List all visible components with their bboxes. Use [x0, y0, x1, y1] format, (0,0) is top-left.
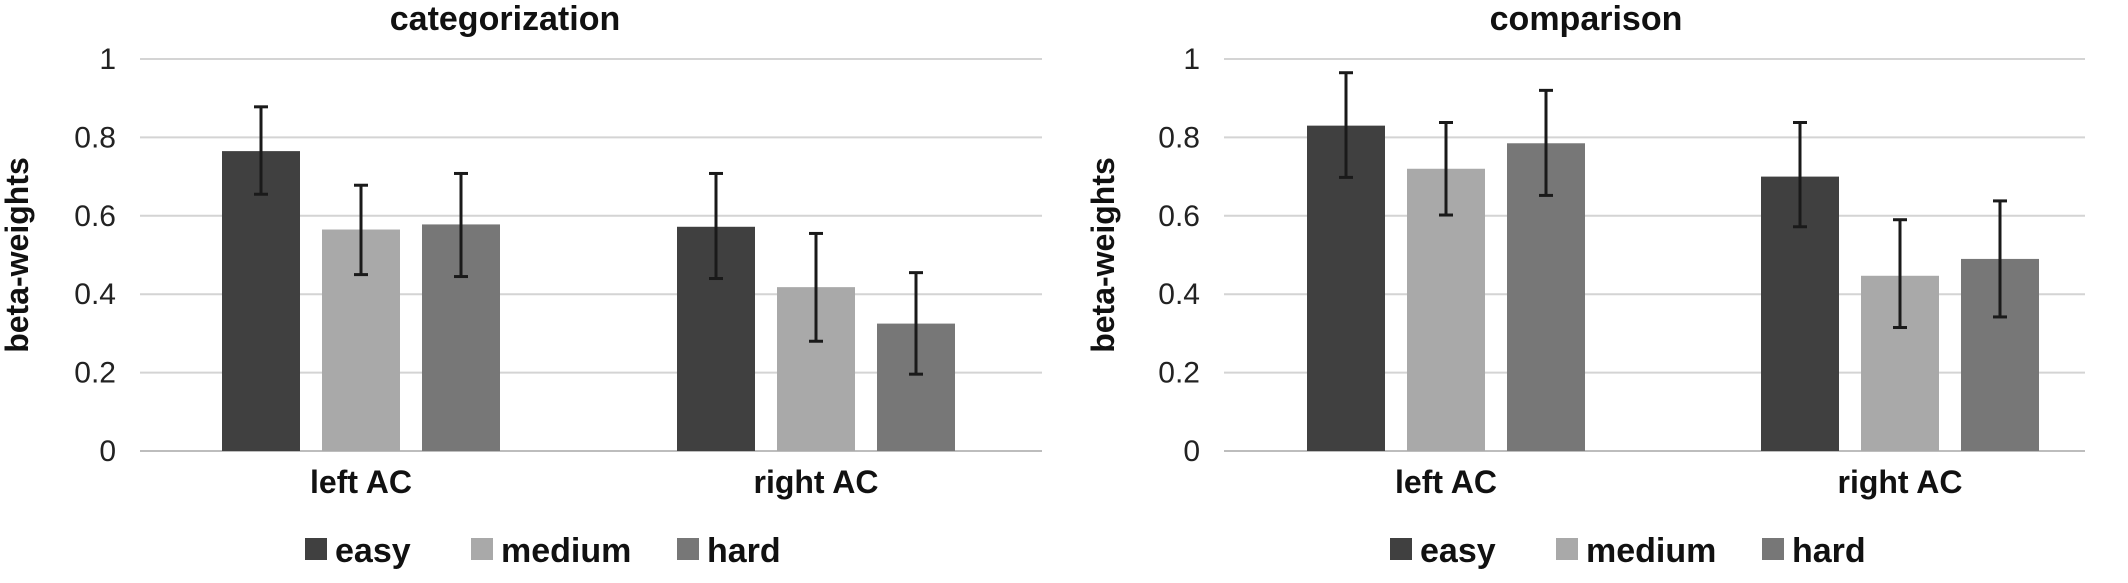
legend-label-easy: easy — [335, 532, 411, 570]
y-tick-label: 1 — [99, 43, 116, 76]
chart-title: categorization — [390, 0, 620, 38]
y-tick-label: 0.6 — [1158, 200, 1200, 233]
x-category-label: right AC — [1837, 464, 1962, 500]
legend-label-hard: hard — [707, 532, 781, 570]
y-tick-label: 0.6 — [74, 200, 116, 233]
x-category-label: right AC — [753, 464, 878, 500]
x-category-label: left AC — [1395, 464, 1497, 500]
y-tick-label: 0.2 — [74, 357, 116, 390]
y-tick-label: 1 — [1183, 43, 1200, 76]
y-tick-label: 0.4 — [1158, 278, 1200, 311]
legend: easy medium hard — [1390, 532, 1866, 570]
y-tick-label: 0.8 — [1158, 121, 1200, 154]
y-tick-label: 0 — [99, 435, 116, 468]
y-axis-label: beta-weights — [0, 157, 35, 353]
legend-swatch-hard — [1762, 538, 1784, 560]
y-tick-label: 0.4 — [74, 278, 116, 311]
y-tick-label: 0 — [1183, 435, 1200, 468]
legend-label-easy: easy — [1420, 532, 1496, 570]
legend-swatch-easy — [1390, 538, 1412, 560]
bar-easy-0 — [222, 151, 300, 451]
legend-label-hard: hard — [1792, 532, 1866, 570]
legend-label-medium: medium — [1586, 532, 1716, 570]
chart-title: comparison — [1490, 0, 1683, 38]
legend-label-medium: medium — [501, 532, 631, 570]
chart-panel-1: comparison 0 0.2 0.4 0.6 0.8 1 beta-weights left… — [1085, 0, 2085, 570]
bar-easy-0 — [1307, 125, 1385, 451]
legend-swatch-hard — [677, 538, 699, 560]
y-tick-label: 0.2 — [1158, 357, 1200, 390]
y-axis-label: beta-weights — [1085, 157, 1121, 353]
x-category-label: left AC — [310, 464, 412, 500]
y-tick-label: 0.8 — [74, 121, 116, 154]
legend-swatch-easy — [305, 538, 327, 560]
legend: easy medium hard — [305, 532, 781, 570]
legend-swatch-medium — [471, 538, 493, 560]
chart-panel-0: categorization 0 0.2 0.4 0.6 0.8 1 beta-weights… — [0, 0, 1042, 570]
legend-swatch-medium — [1556, 538, 1578, 560]
